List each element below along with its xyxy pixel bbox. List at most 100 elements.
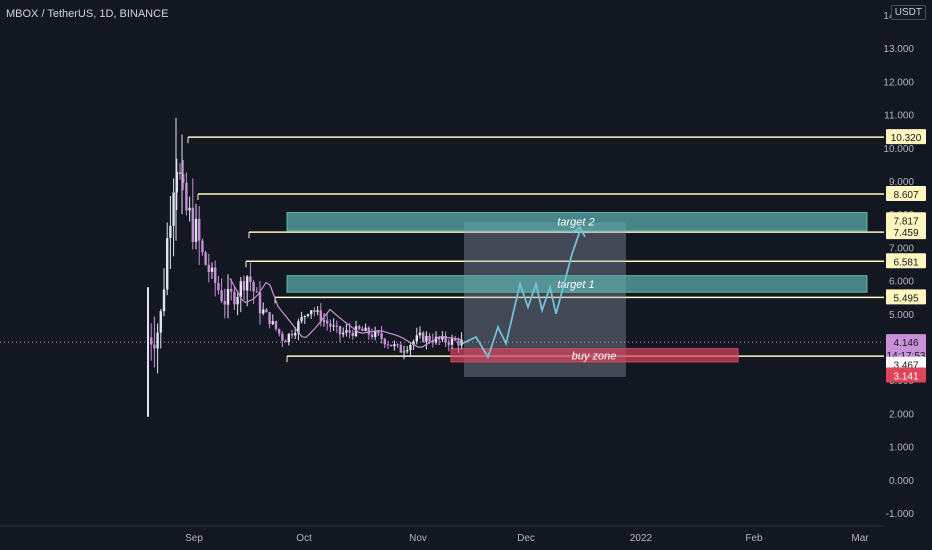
level-price-label <box>886 224 926 240</box>
projection-arrowhead <box>571 226 586 238</box>
candle-body <box>460 339 463 346</box>
candle-body <box>418 332 422 336</box>
price-tick-label: 1.000 <box>889 443 914 454</box>
level-price-text: 6.581 <box>893 257 918 268</box>
candle-body <box>303 315 306 317</box>
candle-body <box>402 351 406 353</box>
candle-body <box>326 320 329 324</box>
candle-body <box>422 332 425 342</box>
time-tick-label: Oct <box>296 533 312 544</box>
candle-body <box>377 331 380 334</box>
zone-box <box>450 348 739 363</box>
time-axis[interactable]: Sep Oct Nov Dec 2022 Feb Mar <box>0 525 884 544</box>
price-tick-label: 9.000 <box>889 177 914 188</box>
moving-average-line <box>229 278 463 348</box>
candle-body <box>242 281 246 291</box>
zone-label: target 1 <box>557 279 594 291</box>
candle-body <box>428 335 431 341</box>
zone-box <box>286 275 868 293</box>
price-label-text: 4.146 <box>893 338 918 349</box>
time-tick-label: Feb <box>745 533 763 544</box>
candle-body <box>338 326 342 335</box>
price-label-box <box>886 367 926 383</box>
candle-body <box>159 311 162 333</box>
candle-body <box>191 207 194 242</box>
candle-body <box>342 332 345 335</box>
candle-body <box>319 310 322 322</box>
candle-body <box>258 292 262 314</box>
candle-body <box>431 340 434 343</box>
candle-body <box>316 310 319 312</box>
candle-body <box>223 300 226 305</box>
candle-body <box>367 327 370 335</box>
time-tick-label: Mar <box>851 533 869 544</box>
candle-body <box>380 333 383 339</box>
candle-body <box>399 344 402 353</box>
candle-body <box>271 321 274 325</box>
zone-label: target 2 <box>557 217 594 229</box>
level-price-label <box>886 129 926 145</box>
candle-body <box>204 252 207 265</box>
candle-body <box>386 344 390 346</box>
candle-body <box>450 338 454 345</box>
level-price-label <box>886 186 926 202</box>
candle-body <box>156 332 159 349</box>
candle-body <box>265 309 268 313</box>
candle-body <box>348 330 351 333</box>
candle-body <box>217 283 220 291</box>
candle-body <box>434 336 438 343</box>
candle-body <box>454 338 457 341</box>
candle-body <box>306 314 310 316</box>
candle-body <box>287 333 290 343</box>
candle-body <box>255 291 258 293</box>
candle-body <box>444 335 447 343</box>
countdown-text: 14:17:53 <box>887 351 926 362</box>
candle-body <box>361 328 364 331</box>
price-tick-label: 2.000 <box>889 409 914 420</box>
candle-body <box>169 225 172 239</box>
candle-body <box>297 321 300 333</box>
candle-body <box>201 240 204 253</box>
price-tick-label: 7.000 <box>889 243 914 254</box>
candle-body <box>335 325 338 327</box>
time-tick-label: Nov <box>409 533 427 544</box>
price-tick-label: -1.000 <box>886 509 915 520</box>
level-price-label <box>886 289 926 305</box>
candle-body <box>162 289 166 312</box>
candle-body <box>425 335 428 342</box>
candle-body <box>329 323 332 327</box>
candle-body <box>220 290 223 301</box>
candle-body <box>310 310 313 315</box>
candle-body <box>210 267 214 272</box>
candle-body <box>383 338 386 345</box>
price-tick-label: 5.000 <box>889 310 914 321</box>
candle-body <box>313 310 316 312</box>
price-tick-label: 12.000 <box>883 77 914 88</box>
currency-badge[interactable]: USDT <box>890 5 926 20</box>
candle-body <box>226 288 230 305</box>
candle-body <box>214 267 217 284</box>
projection-line <box>461 230 581 360</box>
candle-body <box>194 218 198 242</box>
price-labels: 10.3208.6077.4596.5815.4953.7257.8174.14… <box>886 129 926 383</box>
zone-label: buy zone <box>572 350 617 362</box>
candle-body <box>396 344 399 346</box>
candle-body <box>290 333 294 336</box>
candle-body <box>300 316 303 322</box>
candle-body <box>332 325 335 327</box>
candle-body <box>172 192 175 226</box>
candle-body <box>182 174 185 183</box>
price-tick-label: 6.000 <box>889 277 914 288</box>
level-price-text: 5.495 <box>893 293 918 304</box>
candle-body <box>322 320 326 322</box>
candle-body <box>239 281 242 297</box>
candle-body <box>188 207 191 211</box>
level-price-label <box>886 253 926 269</box>
level-price-text: 10.320 <box>891 133 922 144</box>
candle-body <box>153 344 156 349</box>
candle-body <box>370 334 374 338</box>
candle-body <box>364 327 367 331</box>
projection-path <box>461 226 586 360</box>
candle-body <box>150 337 153 345</box>
